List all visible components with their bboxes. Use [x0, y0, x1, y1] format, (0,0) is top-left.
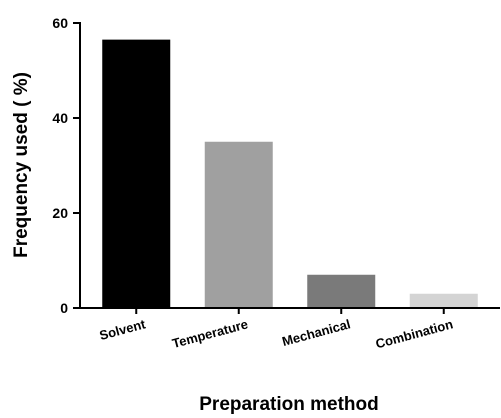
- x-axis-title: Preparation method: [199, 394, 378, 415]
- bars-group: [102, 39, 478, 308]
- y-tick-label-20: 20: [52, 205, 68, 221]
- y-tick-label-60: 60: [52, 15, 68, 31]
- x-tick-label-solvent: Solvent: [98, 316, 148, 343]
- x-tick-label-combination: Combination: [374, 316, 455, 351]
- y-axis-ticks: 0 20 40 60: [52, 15, 80, 316]
- x-tick-label-temperature: Temperature: [170, 316, 249, 351]
- y-tick-label-40: 40: [52, 110, 68, 126]
- bar-combination: [409, 293, 478, 308]
- bar-mechanical: [307, 274, 376, 308]
- y-tick-label-0: 0: [60, 300, 68, 316]
- y-axis-title: Frequency used ( %): [11, 72, 32, 258]
- x-tick-label-mechanical: Mechanical: [280, 316, 352, 349]
- bar-temperature: [204, 141, 273, 308]
- bar-solvent: [102, 39, 171, 308]
- x-axis-tick-labels: Solvent Temperature Mechanical Combination: [98, 308, 455, 351]
